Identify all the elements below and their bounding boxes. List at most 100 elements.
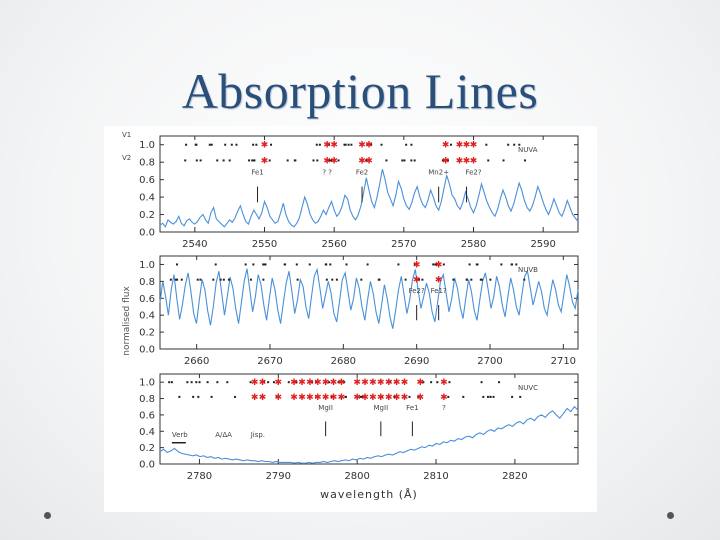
line-marker: [394, 381, 397, 384]
red-line-marker: ✱: [401, 393, 409, 403]
x-tick-label: 2780: [187, 471, 212, 482]
red-line-marker: ✱: [442, 156, 450, 166]
line-marker: [315, 395, 318, 398]
line-marker: [492, 395, 495, 398]
red-line-marker: ✱: [290, 378, 298, 388]
red-line-marker: ✱: [275, 378, 283, 388]
slide-bullet-left: [44, 512, 51, 519]
x-tick-label: 2670: [257, 356, 282, 367]
line-marker: [196, 278, 199, 281]
y-tick-label: 0.6: [139, 410, 155, 421]
red-line-marker: ✱: [338, 393, 346, 403]
line-marker: [343, 143, 346, 146]
line-marker: [286, 159, 289, 162]
line-marker: [485, 143, 488, 146]
line-marker: [331, 278, 334, 281]
line-marker: [486, 395, 489, 398]
line-marker: [421, 278, 424, 281]
red-line-marker: ✱: [298, 393, 306, 403]
line-marker: [355, 395, 358, 398]
y-tick-label: 0.0: [139, 345, 155, 356]
line-marker: [192, 395, 195, 398]
line-marker: [507, 143, 510, 146]
y-tick-label: 1.0: [139, 140, 155, 151]
line-marker: [263, 263, 266, 266]
y-tick-label: 0.8: [139, 158, 155, 169]
line-marker: [389, 381, 392, 384]
y-tick-label: 1.0: [139, 260, 155, 271]
line-marker: [511, 395, 514, 398]
line-marker: [312, 159, 315, 162]
red-line-marker: ✱: [413, 276, 421, 286]
line-marker: [178, 395, 181, 398]
line-marker: [515, 263, 518, 266]
line-marker: [296, 278, 299, 281]
line-marker: [287, 381, 290, 384]
x-tick-label: 2580: [461, 239, 486, 250]
line-marker: [417, 395, 420, 398]
line-marker: [498, 381, 501, 384]
x-tick-label: 2550: [252, 239, 277, 250]
x-tick-label: 2710: [551, 356, 576, 367]
line-marker: [403, 159, 406, 162]
line-marker: [316, 159, 319, 162]
line-marker: [325, 278, 328, 281]
line-marker: [323, 395, 326, 398]
x-tick-label: 2690: [404, 356, 429, 367]
line-marker: [452, 278, 455, 281]
y-axis-label: normalised flux: [122, 286, 132, 356]
line-marker: [465, 278, 468, 281]
red-line-marker: ✱: [358, 156, 366, 166]
red-line-marker: ✱: [385, 393, 393, 403]
red-line-marker: ✱: [470, 141, 478, 151]
red-line-marker: ✱: [369, 393, 377, 403]
ion-label: Fe2: [356, 168, 368, 176]
line-marker: [378, 278, 381, 281]
red-line-marker: ✱: [470, 156, 478, 166]
y-tick-label: 0.4: [139, 311, 155, 322]
line-marker: [519, 395, 522, 398]
line-marker: [199, 159, 202, 162]
line-marker: [330, 159, 333, 162]
line-marker: [212, 278, 215, 281]
red-line-marker: ✱: [456, 156, 464, 166]
line-marker: [270, 143, 273, 146]
line-marker: [185, 143, 188, 146]
x-tick-label: 2820: [502, 471, 527, 482]
line-marker: [524, 159, 527, 162]
line-marker: [184, 159, 187, 162]
red-line-marker: ✱: [251, 378, 259, 388]
line-marker: [344, 395, 347, 398]
y-tick-label: 0.2: [139, 210, 155, 221]
line-marker: [449, 143, 452, 146]
line-marker: [479, 278, 482, 281]
line-marker: [210, 395, 213, 398]
red-line-marker: ✱: [322, 378, 330, 388]
y-tick-label: 0.6: [139, 294, 155, 305]
line-marker: [194, 143, 197, 146]
line-marker: [350, 143, 353, 146]
y-tick-label: 0.4: [139, 193, 155, 204]
y-tick-label: 0.4: [139, 427, 155, 438]
line-marker: [294, 381, 297, 384]
line-marker: [174, 278, 177, 281]
line-marker: [330, 395, 333, 398]
red-line-marker: ✱: [353, 393, 361, 403]
line-marker: [317, 395, 320, 398]
line-marker: [283, 263, 286, 266]
line-marker: [470, 278, 473, 281]
line-marker: [315, 381, 318, 384]
red-line-marker: ✱: [322, 393, 330, 403]
line-marker: [168, 381, 171, 384]
flux-series-line: [159, 169, 579, 228]
line-marker: [264, 263, 267, 266]
line-marker: [295, 263, 298, 266]
line-marker: [476, 263, 479, 266]
red-line-marker: ✱: [298, 378, 306, 388]
line-marker: [482, 395, 485, 398]
line-marker: [487, 159, 490, 162]
line-marker: [216, 159, 219, 162]
panel-label: NUVB: [518, 266, 538, 274]
line-marker: [397, 263, 400, 266]
red-line-marker: ✱: [401, 378, 409, 388]
